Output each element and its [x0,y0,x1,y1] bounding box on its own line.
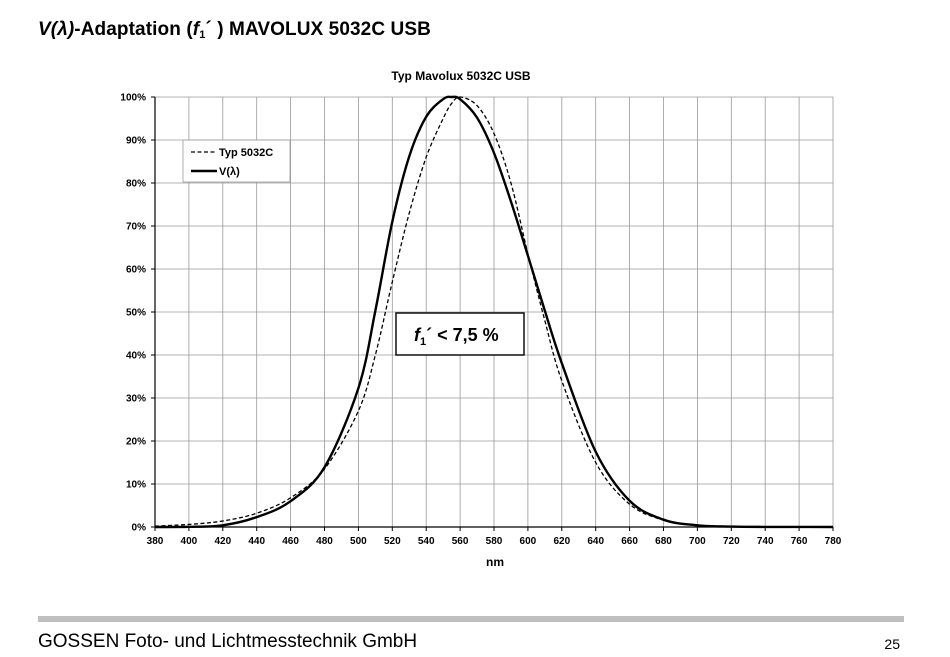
legend-label-1: V(λ) [219,166,240,178]
footer-company: GOSSEN Foto- und Lichtmesstechnik GmbH [38,631,418,652]
chart: 380 400 420 440 460 480 500 520 540 560 580 600 620 6… [120,69,842,569]
x-tick-label: 680 [655,536,672,547]
y-tick-label: 90% [126,136,146,147]
x-tick-label: 460 [282,536,299,547]
x-tick-label: 500 [350,536,367,547]
y-tick-label: 40% [126,351,146,362]
x-tick-label: 720 [723,536,740,547]
x-tick-label: 780 [825,536,842,547]
y-tick-label: 30% [126,394,146,405]
y-tick-label: 10% [126,480,146,491]
annotation-text: f1´ < 7,5 % [414,325,499,348]
x-tick-label: 480 [316,536,333,547]
title-f: f [192,19,200,40]
x-tick-label: 700 [689,536,706,547]
y-tick-label: 100% [120,93,146,104]
x-tick-label: 760 [791,536,808,547]
y-tick-label: 0% [132,523,147,534]
x-tick-label: 660 [621,536,638,547]
page-title: V(λ)-Adaptation (f1´ ) MAVOLUX 5032C USB [38,19,431,41]
annotation-box [395,312,525,356]
legend-box [182,139,291,183]
x-tick-label: 600 [520,536,537,547]
x-tick-label: 620 [553,536,570,547]
title-subscript: 1 [199,29,206,41]
y-tick-label: 80% [126,179,146,190]
x-tick-label: 560 [452,536,469,547]
legend-label-0: Typ 5032C [219,147,273,159]
x-tick-label: 520 [384,536,401,547]
x-axis-label: nm [486,555,504,569]
x-tick-label: 440 [248,536,265,547]
chart-title: Typ Mavolux 5032C USB [391,69,530,83]
x-tick-label: 740 [757,536,774,547]
footer-bar [38,616,904,622]
y-tick-label: 20% [126,437,146,448]
x-tick-label: 380 [147,536,164,547]
x-tick-label: 400 [181,536,198,547]
annotation-f: f [414,325,422,345]
x-tick-label: 640 [587,536,604,547]
series-line-1 [154,95,834,529]
y-tick-label: 50% [126,308,146,319]
x-tick-label: 540 [418,536,435,547]
title-mid: -Adaptation ( [74,19,193,40]
page-number: 25 [884,636,900,652]
y-tick-label: 60% [126,265,146,276]
title-rest: ´ ) MAVOLUX 5032C USB [205,19,431,40]
annotation-subscript: 1 [420,336,426,348]
title-vlambda: V(λ) [38,19,75,40]
y-tick-label: 70% [126,222,146,233]
x-tick-label: 580 [486,536,503,547]
annotation-value: ´ < 7,5 % [426,325,499,345]
x-tick-label: 420 [214,536,231,547]
